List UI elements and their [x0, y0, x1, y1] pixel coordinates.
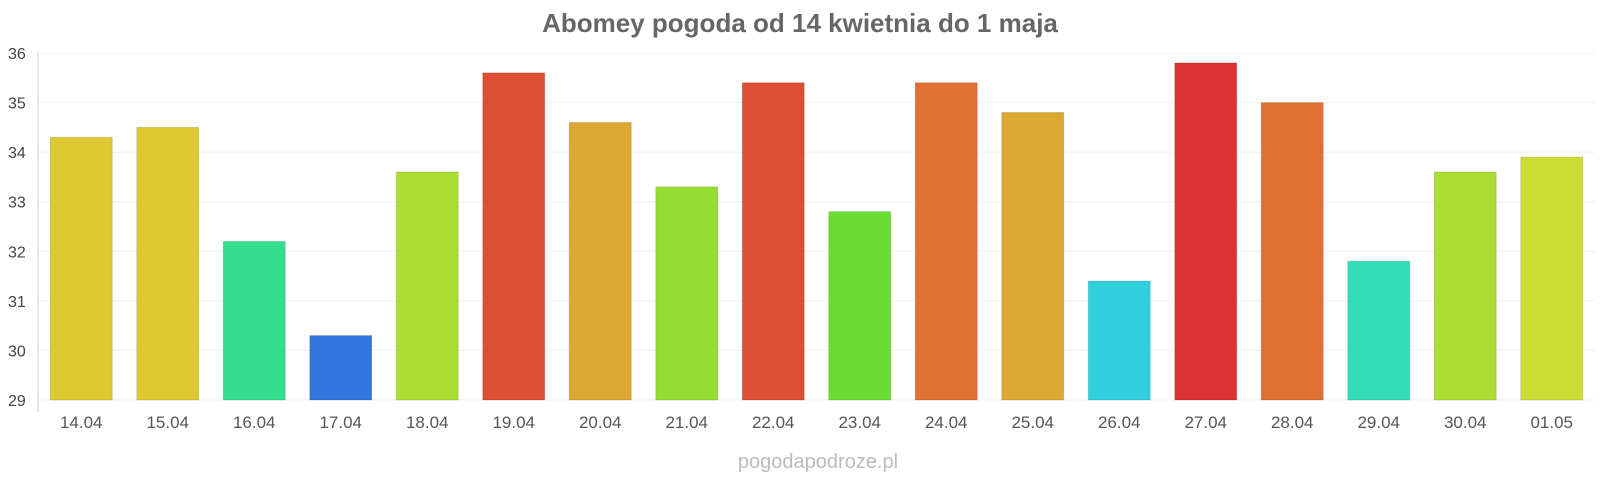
bar-14.04 — [49, 136, 113, 401]
x-tick-label: 22.04 — [752, 413, 795, 432]
y-tick-label: 29 — [8, 393, 26, 410]
x-tick-label: 23.04 — [838, 413, 881, 432]
y-tick-label: 36 — [8, 46, 26, 63]
y-tick-label: 35 — [8, 96, 26, 113]
y-tick-label: 33 — [8, 195, 26, 212]
bar-24.04 — [914, 82, 978, 401]
x-tick-label: 26.04 — [1098, 413, 1141, 432]
x-tick-label: 29.04 — [1357, 413, 1400, 432]
x-tick-label: 21.04 — [665, 413, 708, 432]
x-tick-label: 24.04 — [925, 413, 968, 432]
bar-16.04 — [222, 240, 286, 401]
bar-17.04 — [309, 335, 373, 401]
y-tick-label: 32 — [8, 244, 26, 261]
bar-01.05 — [1520, 156, 1584, 401]
bar-15.04 — [136, 126, 200, 401]
x-tick-label: 17.04 — [319, 413, 362, 432]
bars — [49, 62, 1584, 401]
y-tick-label: 34 — [8, 145, 26, 162]
x-tick-label: 20.04 — [579, 413, 622, 432]
x-tick-label: 14.04 — [60, 413, 103, 432]
x-tick-label: 01.05 — [1530, 413, 1573, 432]
x-tick-label: 30.04 — [1444, 413, 1487, 432]
bar-21.04 — [655, 186, 719, 401]
gridlines — [38, 52, 1595, 401]
bar-30.04 — [1433, 171, 1497, 401]
x-axis: 14.04 15.04 16.04 17.04 18.04 19.04 20.04 21.04… — [60, 413, 1573, 432]
bar-26.04 — [1087, 280, 1151, 401]
x-tick-label: 19.04 — [492, 413, 535, 432]
y-tick-label: 31 — [8, 294, 26, 311]
x-tick-label: 27.04 — [1184, 413, 1227, 432]
x-tick-label: 28.04 — [1271, 413, 1314, 432]
bar-23.04 — [828, 211, 892, 401]
x-tick-label: 15.04 — [146, 413, 189, 432]
bar-19.04 — [482, 72, 546, 401]
bar-28.04 — [1260, 102, 1324, 401]
x-tick-label: 18.04 — [406, 413, 449, 432]
x-tick-label: 16.04 — [233, 413, 276, 432]
y-axis: 29 30 31 32 33 34 35 36 — [8, 46, 39, 412]
chart-title: Abomey pogoda od 14 kwietnia do 1 maja — [542, 8, 1058, 38]
bar-22.04 — [741, 82, 805, 401]
bar-29.04 — [1347, 260, 1411, 401]
y-tick-label: 30 — [8, 343, 26, 360]
source-credit: pogodapodroze.pl — [738, 451, 898, 473]
bar-18.04 — [395, 171, 459, 401]
x-tick-label: 25.04 — [1011, 413, 1054, 432]
bar-25.04 — [1001, 111, 1065, 401]
bar-20.04 — [568, 121, 632, 401]
bar-27.04 — [1174, 62, 1238, 401]
